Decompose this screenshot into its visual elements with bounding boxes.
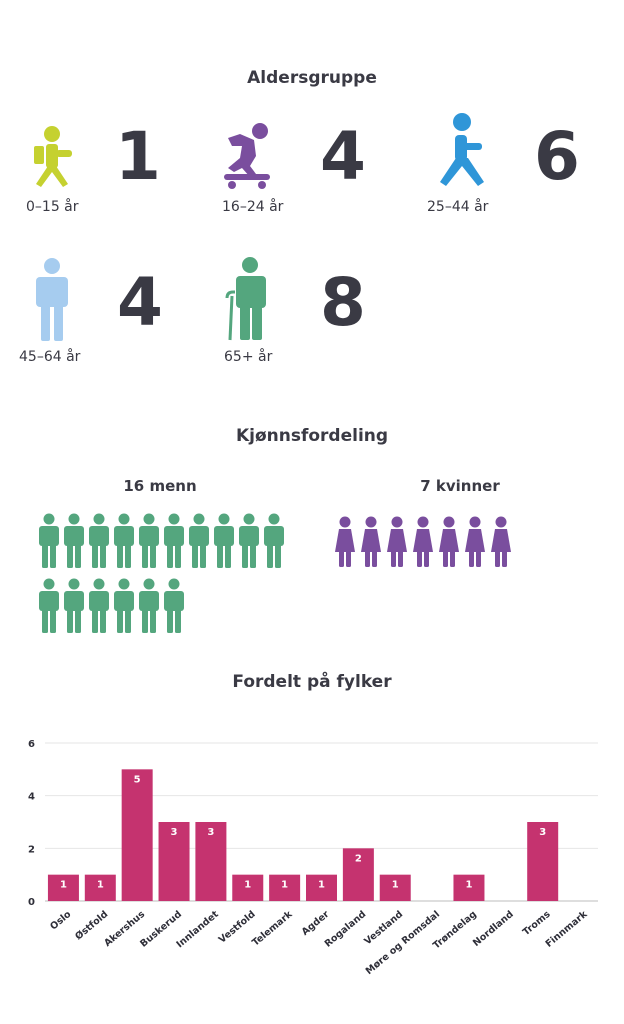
woman-icon bbox=[437, 516, 461, 572]
man-icon bbox=[37, 513, 61, 573]
data-label: 2 bbox=[355, 853, 362, 864]
man-icon bbox=[162, 578, 186, 638]
data-label: 3 bbox=[539, 827, 546, 838]
x-tick-label: Rogaland bbox=[323, 909, 369, 950]
data-label: 1 bbox=[465, 880, 472, 891]
age-label: 45–64 år bbox=[19, 349, 81, 365]
woman-icon bbox=[385, 516, 409, 572]
age-count: 1 bbox=[115, 118, 161, 195]
x-tick-label: Oslo bbox=[48, 909, 73, 933]
bar bbox=[195, 822, 227, 901]
x-tick-label: Troms bbox=[521, 909, 553, 938]
man-icon bbox=[87, 578, 111, 638]
county-section-title: Fordelt på fylker bbox=[232, 672, 392, 692]
woman-icon bbox=[333, 516, 357, 572]
age-count: 6 bbox=[534, 118, 580, 195]
age-label: 25–44 år bbox=[427, 199, 489, 215]
age-label: 0–15 år bbox=[26, 199, 79, 215]
men-count-label: 16 menn bbox=[123, 477, 197, 495]
man-icon bbox=[262, 513, 286, 573]
bar bbox=[84, 874, 116, 901]
gender-section-title: Kjønnsfordeling bbox=[235, 426, 389, 446]
data-label: 3 bbox=[207, 827, 214, 838]
man-icon bbox=[212, 513, 236, 573]
data-label: 3 bbox=[171, 827, 178, 838]
skateboarder-icon bbox=[224, 123, 270, 189]
data-label: 1 bbox=[244, 880, 251, 891]
bar bbox=[269, 874, 301, 901]
man-icon bbox=[37, 578, 61, 638]
child-icon bbox=[34, 126, 72, 187]
woman-icon bbox=[411, 516, 435, 572]
man-icon bbox=[187, 513, 211, 573]
y-tick-label: 6 bbox=[28, 739, 35, 750]
man-icon bbox=[137, 513, 161, 573]
men-pictogram bbox=[37, 513, 297, 643]
age-section-title: Aldersgruppe bbox=[247, 68, 377, 88]
man-icon bbox=[112, 578, 136, 638]
standing-person-icon bbox=[36, 258, 68, 341]
woman-icon bbox=[463, 516, 487, 572]
x-tick-label: Finnmark bbox=[544, 908, 590, 949]
county-bar-chart: 02461Oslo1Østfold5Akershus3Buskerud3Innl… bbox=[28, 739, 598, 977]
man-icon bbox=[237, 513, 261, 573]
age-count: 4 bbox=[117, 264, 163, 341]
bar bbox=[306, 874, 337, 901]
data-label: 1 bbox=[392, 880, 399, 891]
bar bbox=[379, 874, 411, 901]
age-count: 4 bbox=[320, 118, 366, 195]
man-icon bbox=[137, 578, 161, 638]
data-label: 1 bbox=[281, 880, 288, 891]
data-label: 1 bbox=[60, 880, 67, 891]
bar bbox=[158, 822, 190, 901]
walking-person-icon bbox=[440, 113, 484, 186]
man-icon bbox=[112, 513, 136, 573]
x-tick-label: Nordland bbox=[471, 909, 516, 949]
x-tick-label: Telemark bbox=[250, 908, 295, 948]
bar bbox=[232, 874, 264, 901]
women-pictogram bbox=[333, 516, 533, 572]
data-label: 1 bbox=[97, 880, 104, 891]
elderly-cane-icon bbox=[225, 257, 266, 341]
y-tick-label: 2 bbox=[28, 844, 35, 855]
data-label: 5 bbox=[134, 774, 141, 785]
y-tick-label: 0 bbox=[28, 897, 35, 908]
man-icon bbox=[162, 513, 186, 573]
bar bbox=[47, 874, 79, 901]
data-label: 1 bbox=[318, 880, 325, 891]
bar bbox=[342, 848, 374, 901]
man-icon bbox=[87, 513, 111, 573]
age-label: 16–24 år bbox=[222, 199, 284, 215]
man-icon bbox=[62, 513, 86, 573]
woman-icon bbox=[359, 516, 383, 572]
y-tick-label: 4 bbox=[28, 792, 35, 803]
bar bbox=[453, 874, 485, 901]
women-count-label: 7 kvinner bbox=[420, 477, 500, 495]
bar bbox=[527, 822, 559, 901]
age-count: 8 bbox=[320, 264, 366, 341]
bar bbox=[121, 769, 153, 901]
woman-icon bbox=[489, 516, 513, 572]
man-icon bbox=[62, 578, 86, 638]
age-label: 65+ år bbox=[224, 349, 273, 365]
x-tick-label: Agder bbox=[300, 909, 332, 938]
